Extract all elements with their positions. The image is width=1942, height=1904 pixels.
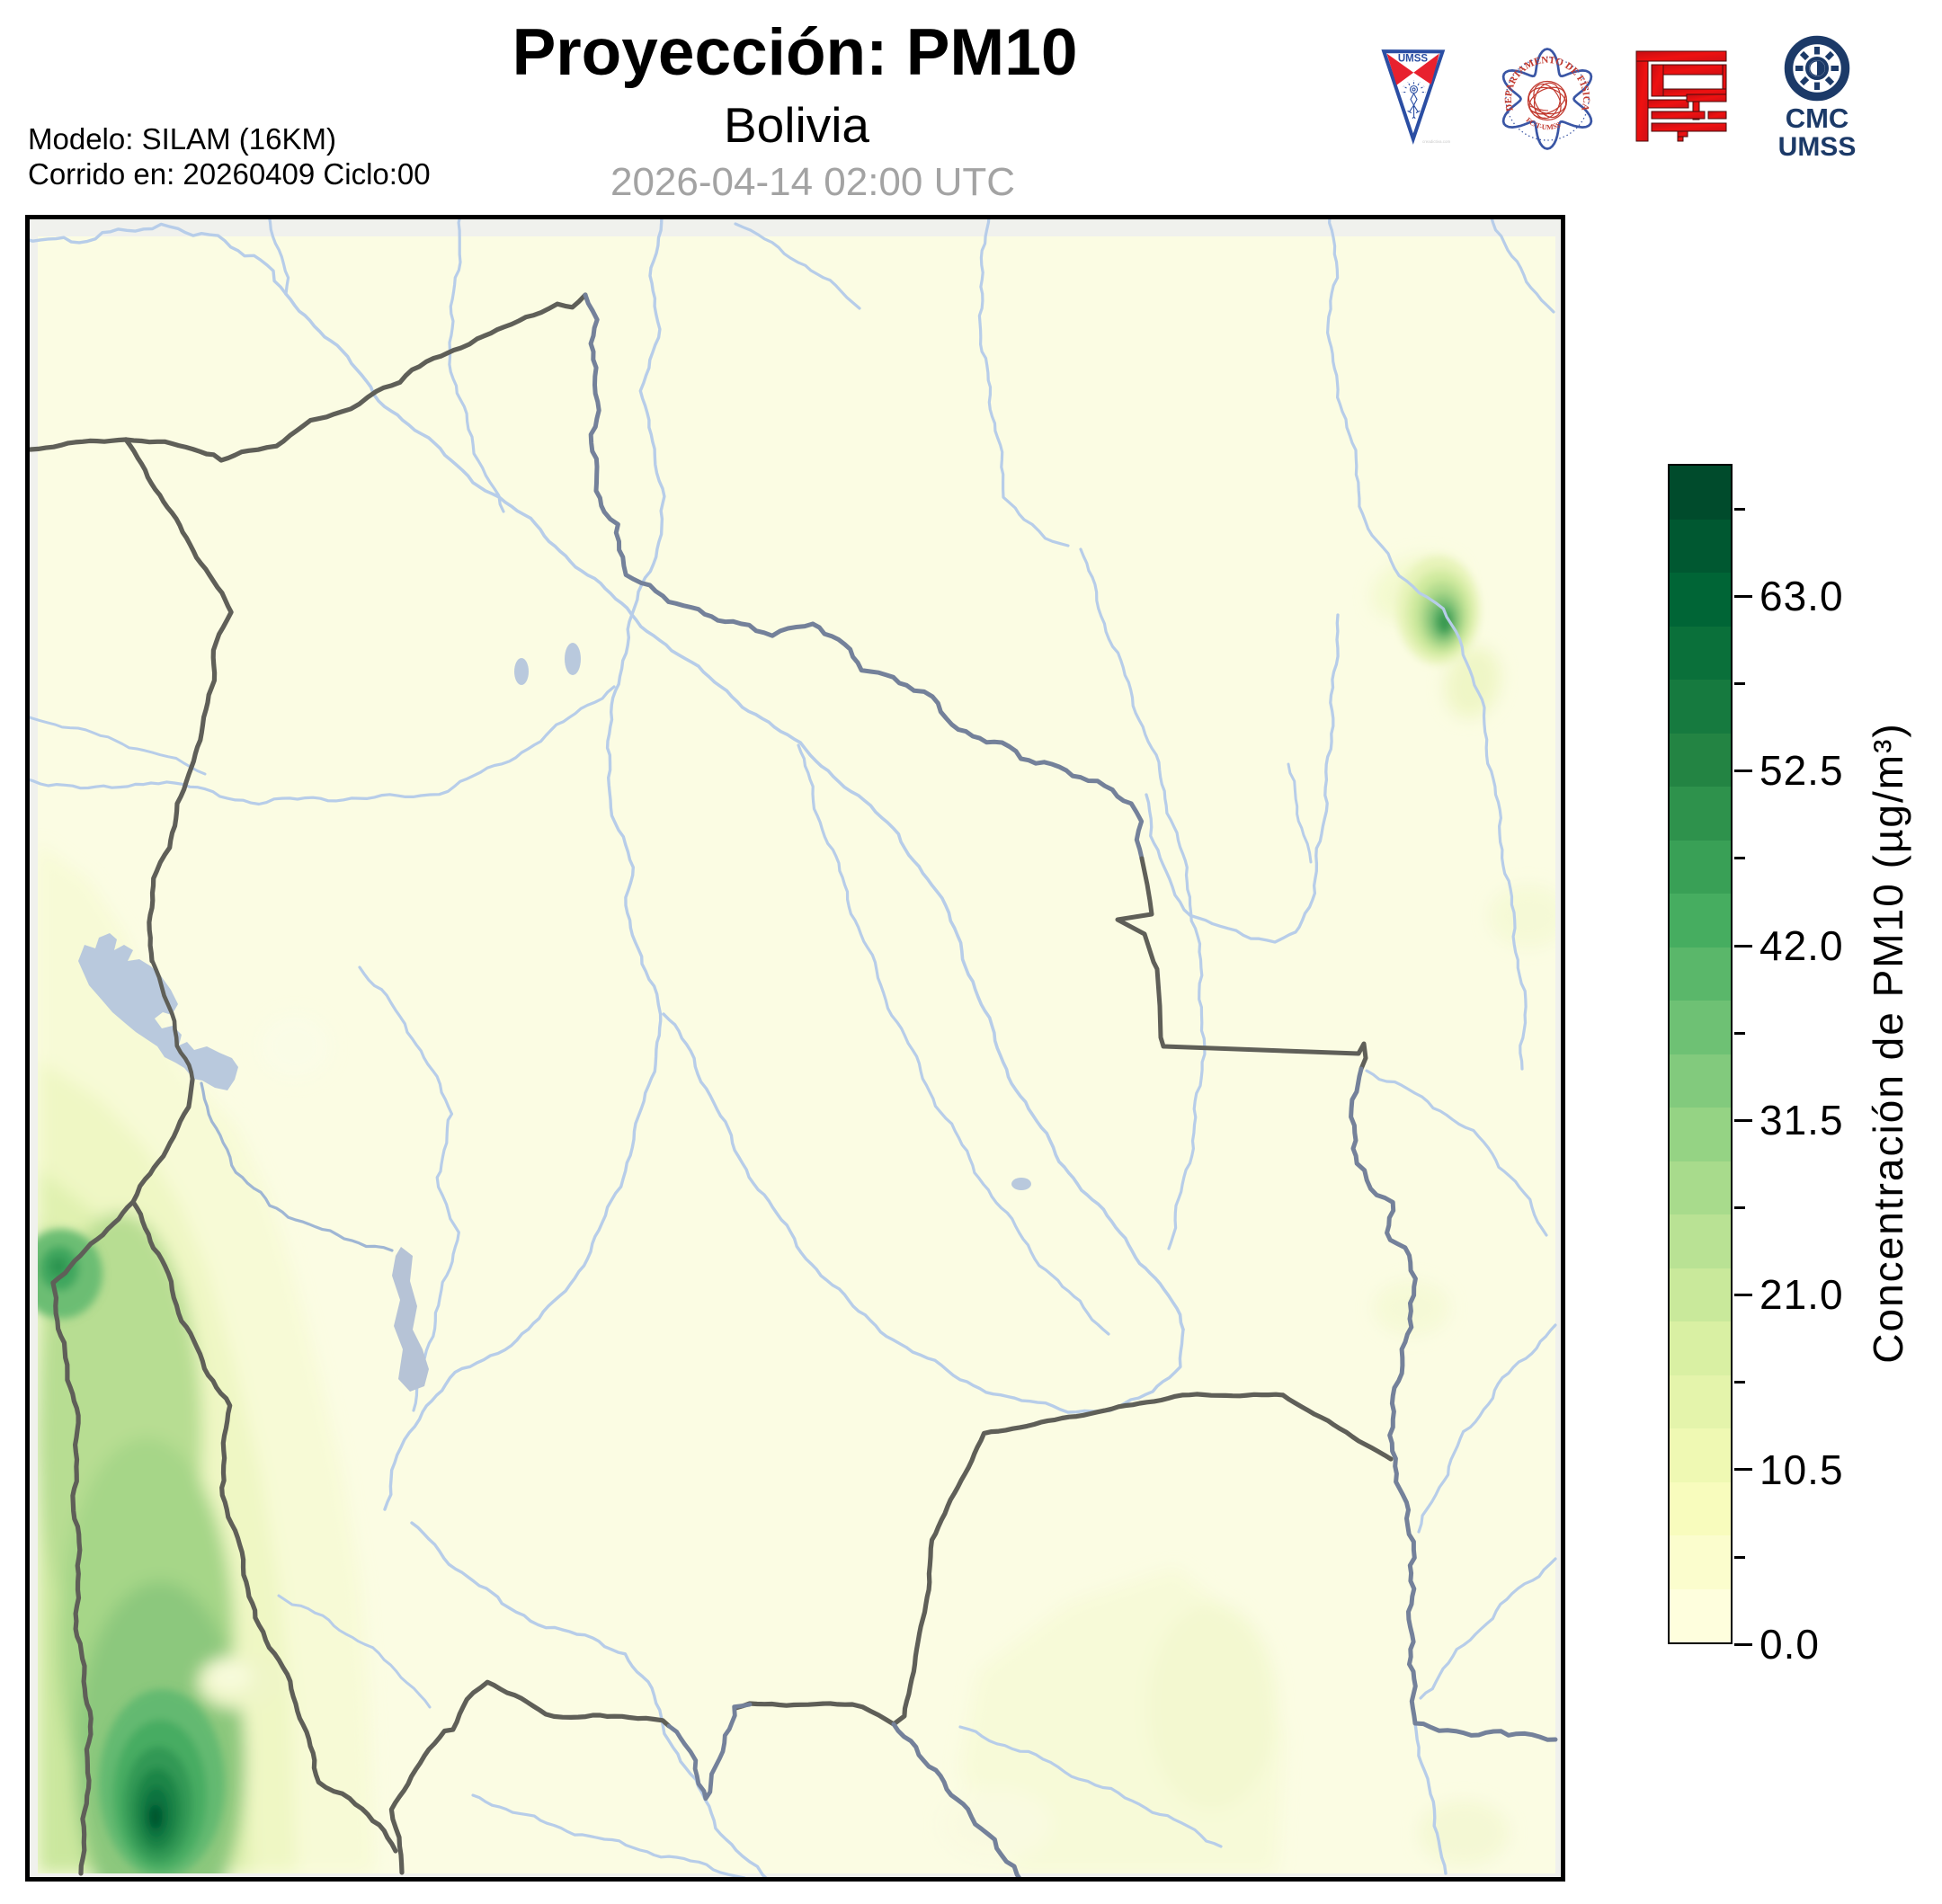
svg-text:UMSS: UMSS [1778, 132, 1857, 162]
svg-text:creadictiva.com: creadictiva.com [1422, 139, 1451, 144]
svg-text:UMSS: UMSS [1398, 54, 1429, 65]
svg-text:CMC: CMC [1786, 102, 1849, 134]
